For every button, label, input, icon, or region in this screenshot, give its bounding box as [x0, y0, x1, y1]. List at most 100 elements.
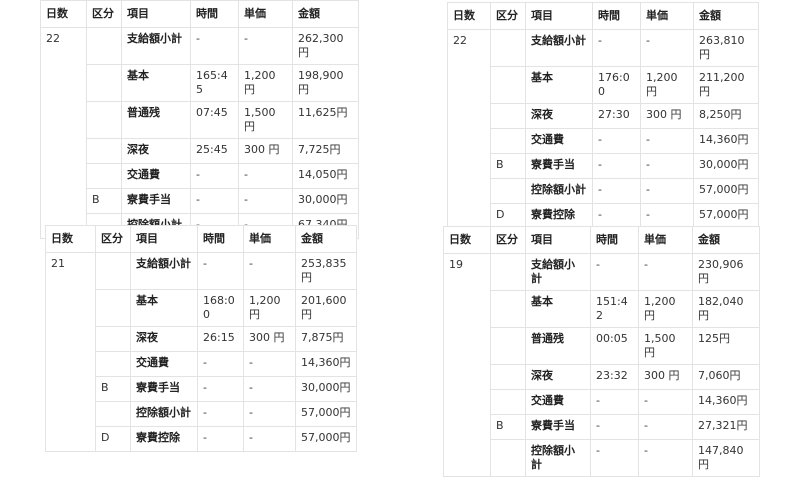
header-unit-price: 単価 [238, 0, 293, 28]
header-row: 日数 区分 項目 時間 単価 金額 [45, 225, 357, 253]
category-cell [86, 27, 122, 65]
table-row: 深夜 27:30 300 円 8,250円 [448, 103, 759, 129]
table-row: D 寮費控除 - -57,000円 [46, 426, 357, 452]
hours-cell: 176:00 [592, 66, 641, 104]
hours-cell: - [197, 401, 244, 427]
amount-cell: 211,200円 [693, 66, 759, 104]
item-cell: 基本 [121, 64, 191, 102]
header-row: 日数 区分 項目 時間 単価 金額 [443, 226, 760, 254]
unit-price-cell: 300 円 [243, 326, 296, 352]
amount-cell: 7,060円 [692, 364, 760, 390]
amount-cell: 30,000円 [693, 153, 759, 179]
category-cell [490, 389, 526, 415]
days-cell: 22 [40, 27, 87, 239]
header-days: 日数 [447, 2, 491, 30]
hours-cell: - [590, 414, 639, 440]
item-cell: 控除額小計 [130, 401, 198, 427]
category-cell [95, 326, 131, 352]
amount-cell: 198,900円 [292, 64, 359, 102]
header-hours: 時間 [590, 226, 639, 254]
header-amount: 金額 [292, 0, 359, 28]
category-cell: B [95, 376, 131, 402]
header-days: 日数 [45, 225, 96, 253]
table-row: B 寮費手当 - -27,321円 [444, 414, 760, 440]
item-cell: 交通費 [130, 351, 198, 377]
hours-cell: - [190, 188, 239, 214]
amount-cell: 14,360円 [295, 351, 357, 377]
amount-cell: 57,000円 [693, 178, 759, 204]
table-row: B 寮費手当 - -30,000円 [448, 153, 759, 179]
header-item: 項目 [525, 226, 591, 254]
item-cell: 支給額小計 [130, 252, 198, 290]
hours-cell: 23:32 [590, 364, 639, 390]
unit-price-cell: - [238, 163, 293, 189]
unit-price-cell: - [243, 401, 296, 427]
amount-cell: 14,360円 [693, 128, 759, 154]
header-unit-price: 単価 [243, 225, 296, 253]
unit-price-cell: - [640, 203, 694, 229]
amount-cell: 8,250円 [693, 103, 759, 129]
payroll-table-4: 日数 区分 項目 時間 単価 金額 19 支給額小計 - -230,906円 基本 151:42 1,2… [443, 226, 760, 477]
unit-price-cell: 1,500 円 [638, 327, 693, 365]
item-cell: 深夜 [130, 326, 198, 352]
hours-cell: 151:42 [590, 290, 639, 328]
item-cell: 基本 [525, 66, 593, 104]
hours-cell: 00:05 [590, 327, 639, 365]
category-cell [490, 66, 526, 104]
hours-cell: - [592, 153, 641, 179]
category-cell [490, 128, 526, 154]
hours-cell: - [592, 128, 641, 154]
unit-price-cell: - [243, 351, 296, 377]
amount-cell: 7,725円 [292, 138, 359, 164]
item-cell: 支給額小計 [121, 27, 191, 65]
hours-cell: 26:15 [197, 326, 244, 352]
header-row: 日数 区分 項目 時間 単価 金額 [447, 2, 759, 30]
category-cell [95, 401, 131, 427]
unit-price-cell: - [640, 29, 694, 67]
item-cell: 支給額小計 [525, 29, 593, 67]
category-cell: B [86, 188, 122, 214]
hours-cell: - [592, 178, 641, 204]
hours-cell: - [197, 252, 244, 290]
header-hours: 時間 [197, 225, 244, 253]
unit-price-cell: - [243, 376, 296, 402]
item-cell: 深夜 [525, 364, 591, 390]
payroll-table-3: 日数 区分 項目 時間 単価 金額 21 支給額小計 - -253,835円 基本 168:00 1,2… [45, 225, 357, 452]
table-row: 控除額小計 - -147,840円 [444, 439, 760, 477]
category-cell [490, 439, 526, 477]
item-cell: 普通残 [525, 327, 591, 365]
category-cell [95, 252, 131, 290]
payroll-table-1: 日数 区分 項目 時間 単価 金額 22 支給額小計 - -262,300円 基本 165:45 1,2… [40, 0, 359, 239]
header-unit-price: 単価 [640, 2, 694, 30]
table-row: 深夜 23:32 300 円 7,060円 [444, 364, 760, 390]
amount-cell: 201,600円 [295, 289, 357, 327]
amount-cell: 125円 [692, 327, 760, 365]
item-cell: 寮費手当 [130, 376, 198, 402]
unit-price-cell: - [640, 153, 694, 179]
header-category: 区分 [490, 226, 526, 254]
unit-price-cell: - [243, 426, 296, 452]
hours-cell: - [592, 29, 641, 67]
hours-cell: - [592, 203, 641, 229]
amount-cell: 11,625円 [292, 101, 359, 139]
item-cell: 寮費手当 [525, 414, 591, 440]
hours-cell: - [190, 163, 239, 189]
category-cell: D [490, 203, 526, 229]
hours-cell: 07:45 [190, 101, 239, 139]
hours-cell: - [590, 253, 639, 291]
amount-cell: 7,875円 [295, 326, 357, 352]
unit-price-cell: 1,500 円 [238, 101, 293, 139]
amount-cell: 147,840円 [692, 439, 760, 477]
item-cell: 普通残 [121, 101, 191, 139]
category-cell: B [490, 153, 526, 179]
header-hours: 時間 [592, 2, 641, 30]
unit-price-cell: - [238, 188, 293, 214]
category-cell [95, 351, 131, 377]
item-cell: 支給額小計 [525, 253, 591, 291]
item-cell: 基本 [525, 290, 591, 328]
header-item: 項目 [525, 2, 593, 30]
table-row: 控除額小計 - -57,000円 [46, 401, 357, 427]
header-amount: 金額 [295, 225, 357, 253]
table-row: 22 支給額小計 - -263,810円 [447, 29, 759, 229]
table-row: 控除額小計 - -57,000円 [448, 178, 759, 204]
